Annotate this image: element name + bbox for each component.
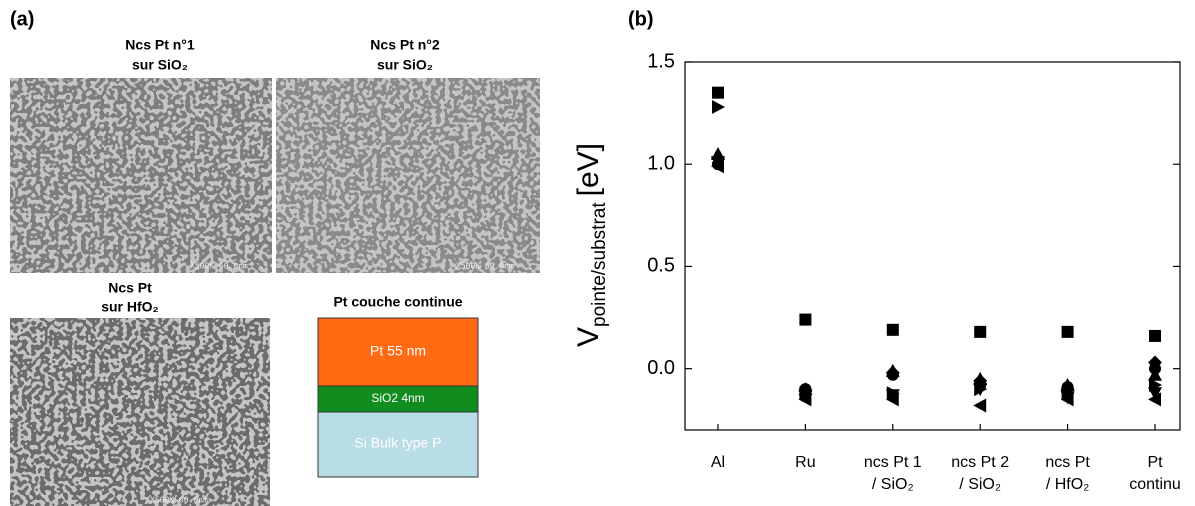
layer-label: Pt 55 nm <box>370 343 426 359</box>
image-title: sur SiO₂ <box>377 57 433 73</box>
marker <box>1149 329 1161 342</box>
layer-label: SiO2 4nm <box>371 391 424 405</box>
plot-frame <box>684 61 1181 431</box>
x-tick-label-line: ncs Pt 2 <box>951 454 1009 471</box>
marker <box>712 99 725 114</box>
marker <box>711 156 725 170</box>
marker <box>1149 362 1161 375</box>
sem-image <box>276 78 540 273</box>
marker <box>1061 381 1074 394</box>
y-axis-label-part: pointe/substrat <box>589 202 610 327</box>
layer <box>317 317 479 387</box>
image-title: sur SiO₂ <box>132 57 188 73</box>
x-tick-label-line: Ru <box>795 454 815 471</box>
scale-bar: X500K 60.0nm <box>190 262 248 271</box>
marker <box>974 325 987 338</box>
sem-image <box>10 318 270 506</box>
image-title: Ncs Pt <box>108 280 152 296</box>
panel-label: (b) <box>628 8 654 30</box>
x-tick-label: Al <box>711 454 725 471</box>
y-tick-label: 1.5 <box>647 50 675 72</box>
y-tick-label: 0.5 <box>647 255 675 277</box>
x-tick-label-line: ncs Pt <box>1045 454 1090 471</box>
panel-label: (a) <box>10 8 34 30</box>
y-tick-label: 0.0 <box>647 357 675 379</box>
y-axis-label-part: [eV] <box>572 143 605 196</box>
x-tick-label: ncs Pt 2 / SiO₂ <box>951 454 1009 493</box>
marker <box>886 368 899 381</box>
image-title: Ncs Pt n°1 <box>125 37 195 53</box>
layer-label: Si Bulk type P <box>354 435 441 451</box>
scale-bar: X500K 60.0nm <box>456 262 514 271</box>
x-tick-label-line: / SiO₂ <box>872 476 914 493</box>
y-axis-label: Vpointe/substrat [eV] <box>572 143 610 347</box>
marker <box>798 389 813 403</box>
marker <box>973 383 988 397</box>
marker <box>799 313 812 326</box>
marker <box>712 86 724 99</box>
x-tick-label-line: Pt <box>1147 454 1163 471</box>
x-tick-label: Pt continu <box>1129 454 1181 493</box>
x-tick-label: Ru <box>795 454 815 471</box>
y-axis-label-part: V <box>572 327 605 347</box>
image-title: sur HfO₂ <box>101 299 159 315</box>
x-tick-label-line: / HfO₂ <box>1046 476 1090 493</box>
marker <box>1148 387 1162 401</box>
x-tick-label: ncs Pt / HfO₂ <box>1045 454 1090 493</box>
x-tick-label: ncs Pt 1 / SiO₂ <box>864 454 922 493</box>
marker <box>885 389 900 403</box>
marker <box>973 398 987 413</box>
sem-image <box>10 78 272 273</box>
scale-bar: X500K 60.0nm <box>150 496 208 505</box>
x-tick-label-line: / SiO₂ <box>959 476 1001 493</box>
marker <box>1148 392 1161 407</box>
y-tick-label: 1.0 <box>647 153 675 175</box>
marker <box>1060 391 1075 405</box>
image-title: Ncs Pt n°2 <box>370 37 440 53</box>
marker <box>1061 325 1074 338</box>
stack-title: Pt couche continue <box>333 294 462 310</box>
x-tick-label-line: Al <box>711 454 725 471</box>
x-tick-label-line: continu <box>1129 476 1181 493</box>
layer <box>317 411 479 478</box>
x-tick-label-line: ncs Pt 1 <box>864 454 922 471</box>
marker <box>886 323 899 336</box>
